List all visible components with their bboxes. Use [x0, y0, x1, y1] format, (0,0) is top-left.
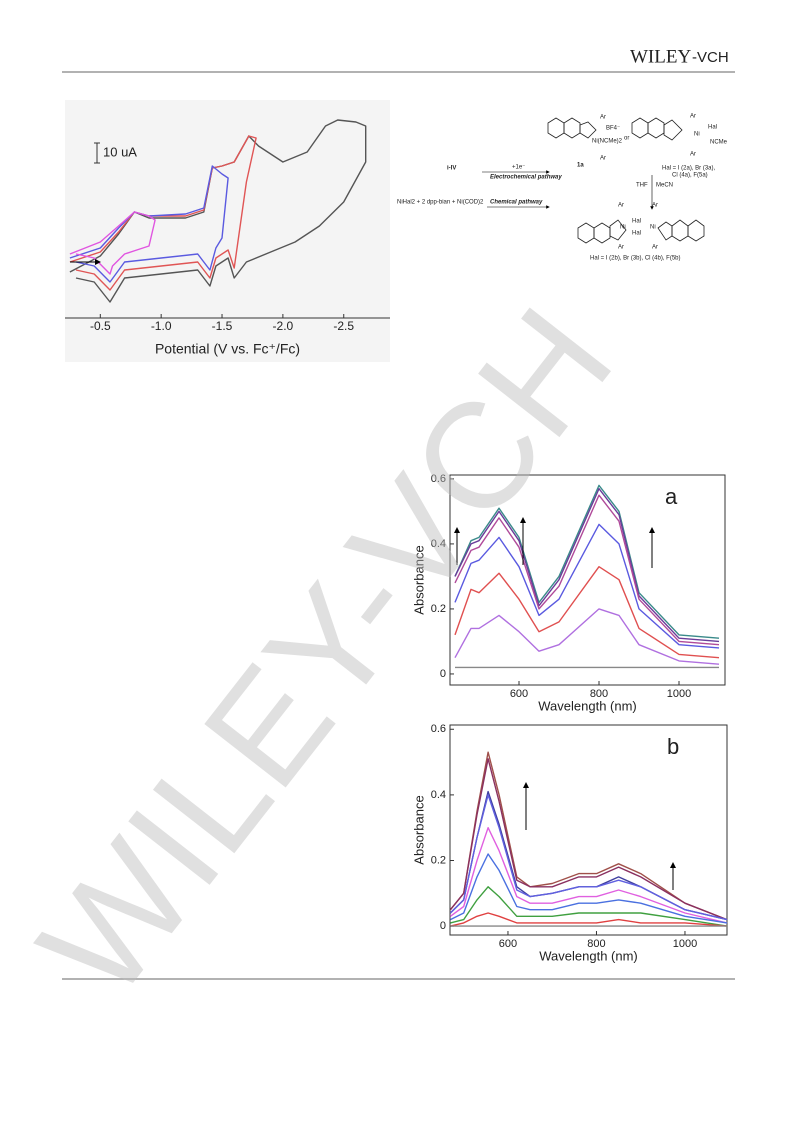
y-tick-label: 0: [440, 920, 446, 932]
logo-suffix: -VCH: [692, 49, 729, 66]
label: or: [624, 136, 629, 142]
spectrum-line: [450, 853, 728, 924]
panel-label: b: [667, 734, 679, 759]
y-tick-label: 0.2: [431, 603, 446, 615]
label: Ar: [652, 245, 658, 251]
ring: [593, 222, 611, 244]
label: 1a: [577, 163, 584, 169]
spectrum-line: [450, 912, 728, 927]
ring: [657, 221, 673, 241]
x-tick-label: 600: [499, 938, 517, 950]
x-tick-label: -1.0: [151, 319, 172, 333]
y-tick-label: 0.2: [431, 854, 446, 866]
label: Ni: [694, 132, 700, 138]
spectrum-line: [449, 751, 728, 921]
label: Ar: [690, 152, 696, 158]
label: Hal: [708, 125, 717, 131]
y-tick-label: 0.4: [431, 538, 446, 550]
logo: WILEY: [630, 46, 691, 67]
y-tick-label: 0.6: [431, 723, 446, 735]
ring: [609, 219, 627, 241]
arrows: [454, 517, 676, 890]
label: Ni: [650, 225, 656, 231]
label: Electrochemical pathway: [490, 175, 562, 181]
label: Hal = I (2b), Br (3b), Cl (4b), F(5b): [590, 256, 681, 262]
label: Cl (4a), F(5a): [672, 173, 708, 179]
label: Ar: [600, 156, 606, 162]
plot-frame: [449, 474, 726, 686]
ring: [687, 219, 705, 242]
y-tick-label: 0.4: [431, 789, 446, 801]
scheme: Ar Ar BF4⁻ Ni(NCMe)2 1a or Ar Ar Hal NCM…: [397, 114, 728, 262]
spectra-a: 600 800 1000 0 0.2 0.4 0.6 Wavelength (nm) Absor…: [411, 473, 726, 713]
label: Hal: [632, 231, 641, 237]
spectrum-line: [454, 484, 720, 639]
x-axis-label: Potential (V vs. Fc⁺/Fc): [155, 341, 300, 357]
x-tick-label: -0.5: [90, 319, 111, 333]
panel-label: a: [665, 484, 678, 509]
label: Ar: [600, 115, 606, 121]
label: +1e⁻: [512, 165, 525, 171]
x-tick-label: 600: [510, 688, 528, 700]
spectrum-line: [449, 794, 728, 921]
scale-bar-label: 10 uA: [103, 144, 137, 159]
spectrum-line: [449, 758, 728, 921]
plot-frame: [449, 724, 728, 936]
spectra-b: 600 800 1000 0 0.2 0.4 0.6 Wavelength (nm) Absor…: [411, 723, 728, 963]
label: Chemical pathway: [490, 200, 543, 206]
cv-chart: -0.5 -1.0 -1.5 -2.0 -2.5 Potential (V vs. Fc⁺…: [65, 119, 390, 357]
x-tick-label: -2.0: [273, 319, 294, 333]
label: Hal: [632, 219, 641, 225]
x-tick-label: -1.5: [212, 319, 233, 333]
label: Ar: [618, 203, 624, 209]
spectrum-line: [449, 827, 728, 924]
x-tick-label: 800: [590, 688, 608, 700]
y-tick-label: 0: [440, 668, 446, 680]
spectrum-line: [454, 488, 720, 643]
x-tick-label: 800: [587, 938, 605, 950]
label: Ni(NCMe)2: [592, 139, 623, 145]
y-axis-label: Absorbance: [411, 795, 426, 864]
label: BF4⁻: [606, 126, 620, 132]
spectrum-line: [454, 566, 720, 659]
x-axis-label: Wavelength (nm): [539, 948, 638, 963]
label: Ar: [690, 114, 696, 120]
spectrum-line: [69, 211, 156, 275]
x-tick-label: -2.5: [333, 319, 354, 333]
spectrum-line: [450, 886, 728, 927]
spectrum-line: [454, 608, 720, 665]
y-tick-label: 0.6: [431, 473, 446, 485]
label: Ni: [620, 225, 626, 231]
y-axis-label: Absorbance: [411, 545, 426, 614]
spectrum-line: [69, 119, 367, 303]
spectrum-line: [454, 523, 720, 649]
ring: [579, 121, 597, 139]
label: THF: [636, 183, 648, 189]
label: Ar: [618, 245, 624, 251]
spectrum-line: [454, 494, 720, 646]
label: MeCN: [656, 183, 673, 189]
x-tick-label: 1000: [667, 688, 691, 700]
x-axis-label: Wavelength (nm): [538, 698, 637, 713]
label: NiHal2 + 2 dpp-bian + Ni(COD)2: [397, 200, 484, 206]
label: NCMe: [710, 140, 728, 146]
x-tick-label: 1000: [673, 938, 697, 950]
label: i-IV: [447, 166, 456, 172]
label: Hal = I (2a), Br (3a),: [662, 166, 716, 172]
ring: [663, 119, 683, 141]
label: Ar: [652, 203, 658, 209]
